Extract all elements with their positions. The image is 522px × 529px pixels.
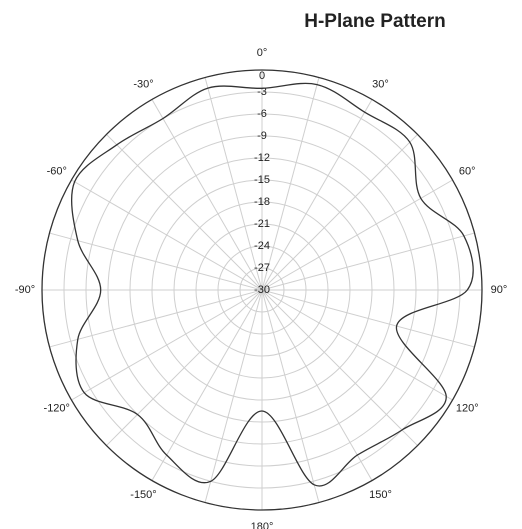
grid-ring xyxy=(85,113,439,467)
grid-ring xyxy=(107,135,417,445)
r-tick-label: -15 xyxy=(254,174,270,186)
r-tick-label: -30 xyxy=(254,284,270,296)
r-tick-label: -3 xyxy=(257,86,267,98)
r-tick-label: -21 xyxy=(254,218,270,230)
theta-tick-label: 90° xyxy=(491,284,508,296)
theta-tick-label: 60° xyxy=(459,165,476,177)
theta-tick-label: -30° xyxy=(133,79,153,91)
r-tick-label: -24 xyxy=(254,240,270,252)
theta-tick-label: 0° xyxy=(257,47,268,59)
r-tick-label: 0 xyxy=(259,70,265,82)
theta-tick-label: 30° xyxy=(372,79,389,91)
theta-tick-label: 120° xyxy=(456,402,479,414)
theta-tick-label: -120° xyxy=(44,402,70,414)
grid-ring xyxy=(63,91,461,489)
pattern-line xyxy=(71,82,474,487)
grid-ring xyxy=(129,157,395,423)
r-tick-label: -27 xyxy=(254,262,270,274)
grid-ring xyxy=(217,245,307,335)
theta-tick-label: -150° xyxy=(130,489,156,501)
grid-ring xyxy=(195,223,329,357)
r-tick-label: -12 xyxy=(254,152,270,164)
r-tick-label: -18 xyxy=(254,196,270,208)
theta-tick-label: 150° xyxy=(369,489,392,501)
grid-ring xyxy=(173,201,351,379)
grid-ring xyxy=(151,179,373,401)
r-tick-label: -6 xyxy=(257,108,267,120)
outer-ring xyxy=(41,69,483,511)
theta-tick-label: 180° xyxy=(251,521,274,529)
chart-title: H-Plane Pattern xyxy=(304,11,445,32)
theta-tick-label: -90° xyxy=(15,284,35,296)
theta-tick-label: -60° xyxy=(47,165,67,177)
grid-ring xyxy=(239,267,285,313)
r-tick-label: -9 xyxy=(257,130,267,142)
